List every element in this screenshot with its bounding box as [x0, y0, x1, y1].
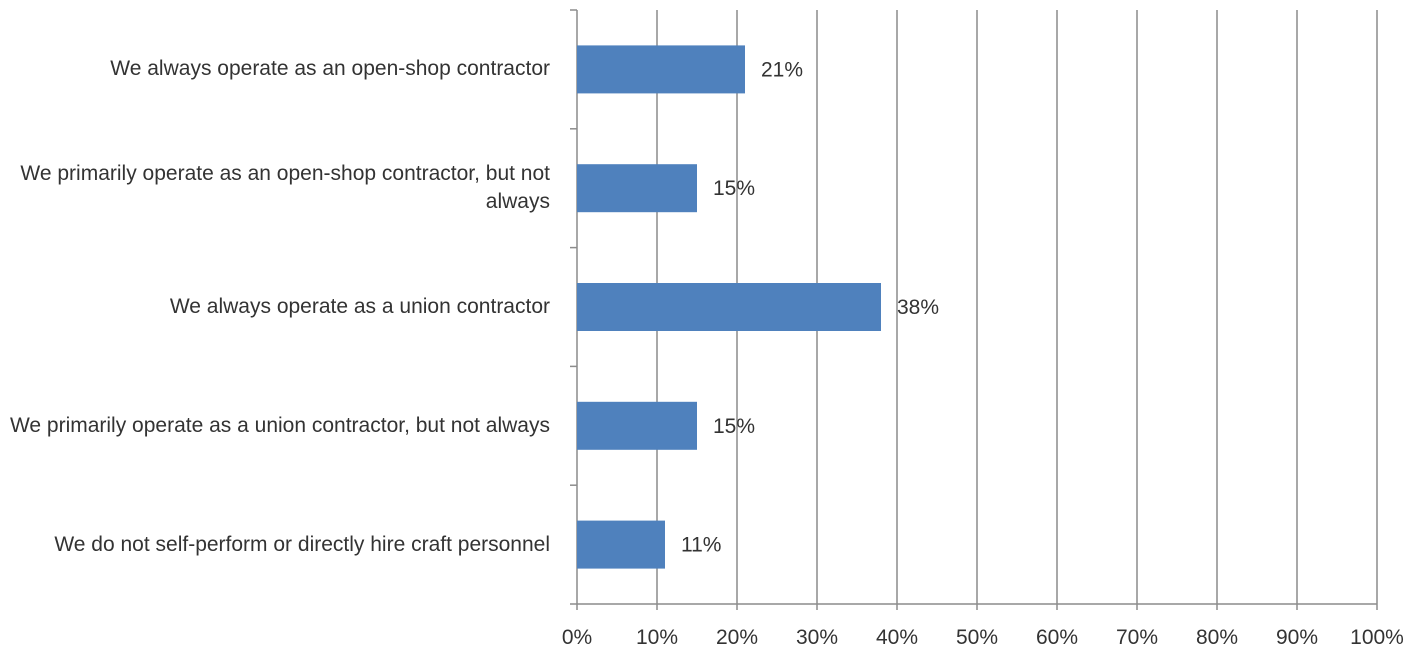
- data-label: 11%: [681, 534, 721, 557]
- x-tick-label: 80%: [1196, 626, 1238, 649]
- x-tick-label: 90%: [1276, 626, 1318, 649]
- x-tick-label: 70%: [1116, 626, 1158, 649]
- category-label: We do not self-perform or directly hire …: [54, 532, 550, 556]
- x-tick-label: 60%: [1036, 626, 1078, 649]
- bar: [577, 45, 745, 94]
- x-tick-label: 20%: [716, 626, 758, 649]
- bar: [577, 164, 697, 213]
- x-tick-label: 40%: [876, 626, 918, 649]
- x-tick-label: 50%: [956, 626, 998, 649]
- x-tick-label: 30%: [796, 626, 838, 649]
- bar: [577, 283, 881, 331]
- data-label: 38%: [897, 296, 939, 319]
- category-label: We always operate as a union contractor: [169, 295, 550, 318]
- bar: [577, 520, 665, 569]
- data-label: 21%: [761, 58, 803, 81]
- x-tick-label: 0%: [562, 626, 592, 649]
- category-label: We primarily operate as an open-shop con…: [20, 162, 550, 214]
- x-tick-label: 10%: [636, 626, 678, 649]
- category-label: We always operate as an open-shop contra…: [110, 57, 550, 81]
- category-label: We primarily operate as a union contract…: [9, 413, 550, 437]
- data-label: 15%: [713, 177, 755, 200]
- bar: [577, 401, 697, 450]
- x-tick-label: 100%: [1350, 626, 1404, 649]
- data-label: 15%: [713, 415, 755, 438]
